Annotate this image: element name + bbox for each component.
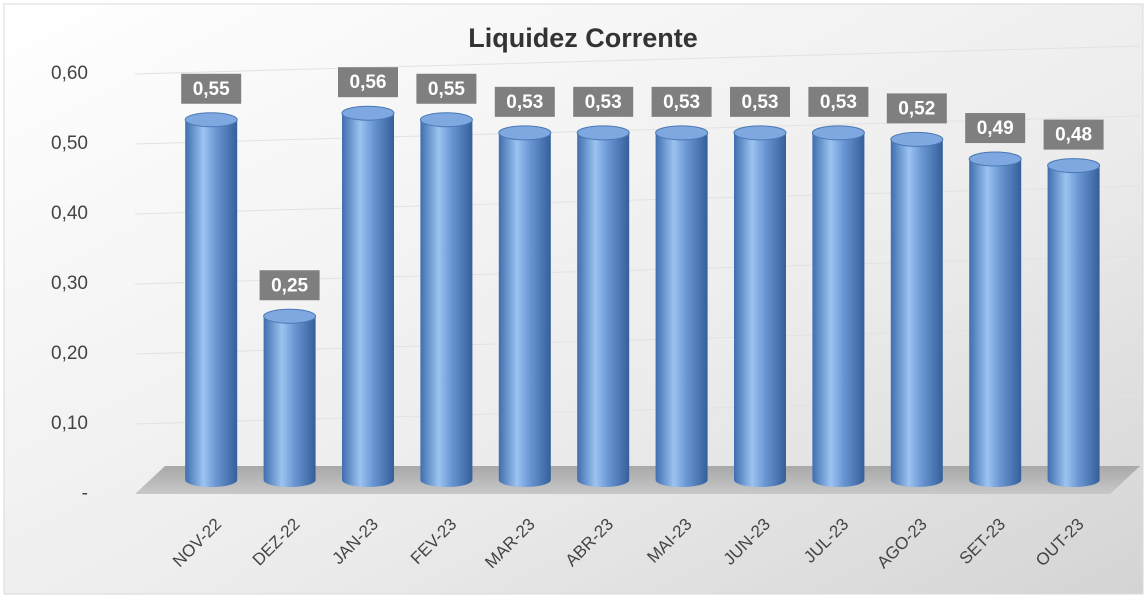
bar-body [420, 119, 473, 488]
bar-top [184, 112, 238, 128]
data-label-box [886, 93, 947, 124]
y-tick-label: 0,60 [51, 63, 88, 84]
data-label: 0,48 [1055, 125, 1092, 146]
bar: 0,55 [416, 73, 477, 488]
bar-top [498, 125, 552, 141]
bar-body [655, 132, 708, 488]
bar: 0,53 [730, 86, 790, 487]
grid-line [134, 45, 1141, 75]
data-label: 0,52 [898, 98, 935, 119]
bar: 0,53 [651, 86, 712, 488]
bar: 0,25 [259, 270, 320, 488]
bar-top [419, 112, 473, 128]
y-tick-label: 0,50 [51, 133, 88, 154]
y-tick-label: 0,20 [51, 343, 88, 364]
bar-top [890, 131, 944, 147]
bar-body [1047, 165, 1100, 488]
bar: 0,55 [181, 73, 242, 488]
data-label-box [730, 86, 790, 117]
bar-top [1047, 158, 1101, 174]
data-label: 0,49 [977, 118, 1014, 139]
bar-body [185, 119, 238, 488]
bar-top [576, 125, 630, 141]
data-label-box [416, 73, 477, 104]
bar-top [263, 308, 317, 324]
bar-top [655, 125, 709, 141]
bar: 0,48 [1043, 119, 1104, 488]
bar-top [968, 151, 1022, 167]
bar-body [969, 159, 1022, 488]
data-label-box [651, 86, 712, 117]
data-label: 0,53 [506, 92, 543, 113]
bar: 0,53 [573, 86, 634, 488]
bar-body [890, 139, 943, 488]
bar-body [734, 132, 786, 487]
y-tick-label: 0,10 [51, 413, 88, 434]
data-label: 0,55 [428, 79, 465, 100]
bar-top [341, 105, 395, 121]
data-label-box [573, 86, 634, 117]
bar-body [812, 132, 865, 487]
data-label-box [1043, 119, 1104, 150]
data-label-box [808, 86, 869, 117]
data-label: 0,56 [350, 72, 387, 93]
data-label-box [181, 73, 242, 104]
bar-body [342, 113, 394, 487]
data-label: 0,25 [271, 275, 308, 296]
y-tick-label: - [82, 483, 88, 504]
y-tick-label: 0,30 [51, 273, 88, 294]
chart-title: Liquidez Corrente [468, 23, 698, 53]
data-label-box [965, 113, 1026, 144]
bar: 0,53 [494, 86, 555, 488]
data-label: 0,55 [193, 79, 230, 100]
bar-body [577, 132, 630, 488]
data-label: 0,53 [820, 92, 857, 113]
y-tick-label: 0,40 [51, 203, 88, 224]
data-label: 0,53 [585, 92, 622, 113]
data-label-box [494, 86, 555, 117]
data-label-box [259, 270, 320, 301]
bar-top [733, 125, 787, 141]
bar: 0,56 [338, 67, 398, 487]
bar-body [263, 316, 316, 488]
data-label: 0,53 [663, 92, 700, 113]
bar-top [811, 125, 865, 141]
bar: 0,52 [886, 93, 947, 488]
data-label: 0,53 [742, 92, 779, 113]
bar: 0,53 [808, 86, 869, 487]
bar-body [498, 132, 551, 488]
bar: 0,49 [965, 113, 1026, 488]
data-label-box [338, 67, 398, 98]
